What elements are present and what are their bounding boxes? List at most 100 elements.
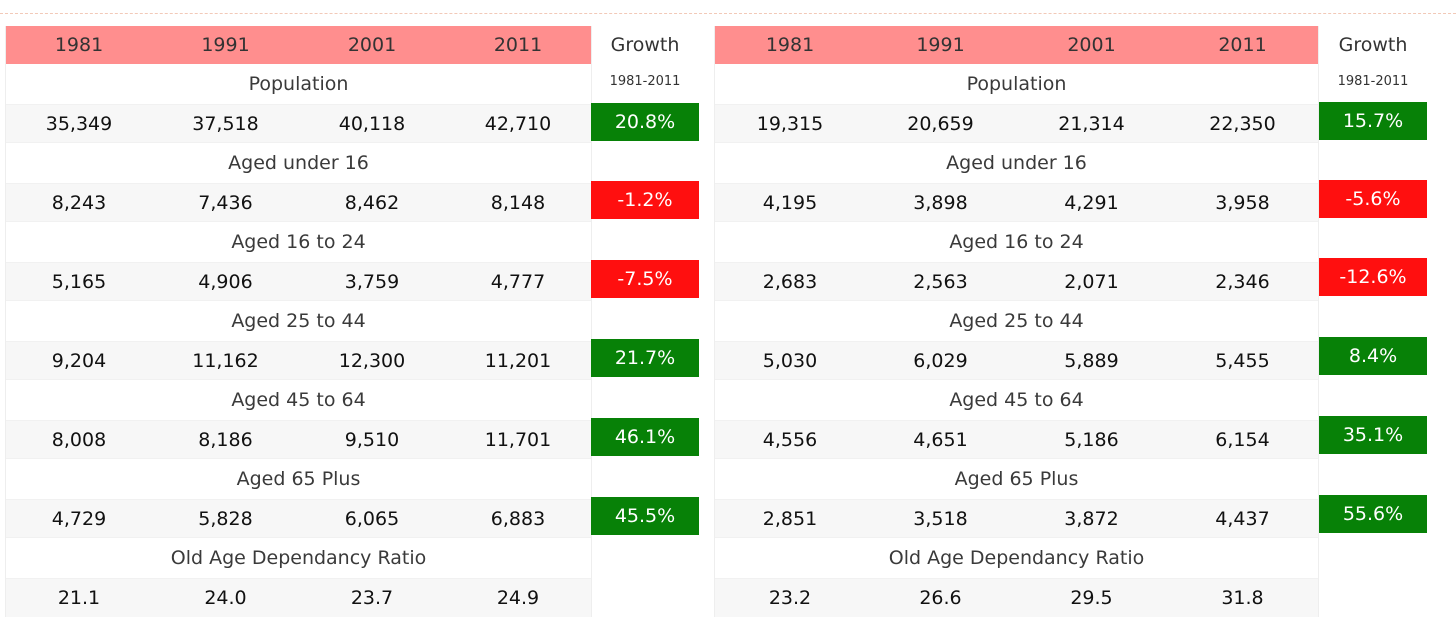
value-cell: 35,349 [45, 113, 113, 135]
year-header-cell: 2011 [1218, 34, 1267, 56]
value-cell: 3,898 [913, 192, 968, 214]
value-cell: 11,201 [484, 350, 552, 372]
row-label: Aged 65 Plus [6, 459, 591, 499]
growth-badge: 8.4% [1319, 337, 1427, 375]
table-row: 4,195 3,898 4,291 3,958 [715, 183, 1318, 222]
value-cell: 9,510 [344, 429, 400, 451]
row-label: Population [715, 64, 1318, 104]
table-row: 35,349 37,518 40,118 42,710 [6, 104, 591, 143]
growth-badge: 20.8% [591, 103, 699, 141]
top-divider [0, 13, 1456, 14]
value-cell: 12,300 [338, 350, 406, 372]
row-label: Aged 45 to 64 [715, 380, 1318, 420]
year-header-cell: 1991 [916, 34, 965, 56]
growth-badge: 55.6% [1319, 495, 1427, 533]
row-label: Aged 25 to 44 [715, 301, 1318, 341]
row-label: Aged 65 Plus [715, 459, 1318, 499]
growth-badge: 15.7% [1319, 102, 1427, 140]
row-label: Aged 45 to 64 [6, 380, 591, 420]
growth-badge: -12.6% [1319, 258, 1427, 296]
value-cell: 8,243 [51, 192, 107, 214]
value-cell: 4,291 [1064, 192, 1119, 214]
value-cell: 3,518 [913, 508, 968, 530]
value-cell: 21,314 [1058, 113, 1125, 135]
year-header-cell: 2011 [493, 34, 543, 56]
table-row: 23.2 26.6 29.5 31.8 [715, 578, 1318, 617]
value-cell: 5,186 [1064, 429, 1119, 451]
growth-badge: 46.1% [591, 418, 699, 456]
value-cell: 29.5 [1070, 587, 1113, 609]
growth-badge: 21.7% [591, 339, 699, 377]
value-cell: 9,204 [51, 350, 107, 372]
year-header-cell: 1991 [201, 34, 250, 56]
value-cell: 2,071 [1064, 271, 1119, 293]
row-label: Old Age Dependancy Ratio [715, 538, 1318, 578]
value-cell: 6,154 [1215, 429, 1270, 451]
growth-header: Growth [610, 34, 680, 56]
row-label: Aged 16 to 24 [6, 222, 591, 262]
table-row: 2,683 2,563 2,071 2,346 [715, 262, 1318, 301]
growth-period-label: 1981-2011 [1337, 74, 1409, 89]
value-cell: 2,563 [913, 271, 968, 293]
table-row: 5,165 4,906 3,759 4,777 [6, 262, 591, 301]
value-cell: 23.2 [768, 587, 812, 609]
growth-badge: -5.6% [1319, 180, 1427, 218]
value-cell: 26.6 [919, 587, 962, 609]
value-cell: 6,065 [344, 508, 400, 530]
growth-header: Growth [1338, 34, 1408, 56]
year-header-cell: 2001 [1067, 34, 1116, 56]
table-row: 5,030 6,029 5,889 5,455 [715, 341, 1318, 380]
row-label: Old Age Dependancy Ratio [6, 538, 591, 578]
table-row: 8,008 8,186 9,510 11,701 [6, 420, 591, 459]
value-cell: 4,729 [51, 508, 107, 530]
table-row: 19,315 20,659 21,314 22,350 [715, 104, 1318, 143]
value-cell: 3,872 [1064, 508, 1119, 530]
table-row: 2,851 3,518 3,872 4,437 [715, 499, 1318, 538]
year-header-row: 1981 1991 2001 2011 [715, 26, 1318, 64]
value-cell: 11,701 [484, 429, 552, 451]
value-cell: 42,710 [484, 113, 552, 135]
value-cell: 23.7 [350, 587, 394, 609]
value-cell: 3,759 [344, 271, 400, 293]
value-cell: 22,350 [1209, 113, 1276, 135]
value-cell: 21.1 [57, 587, 101, 609]
value-cell: 2,851 [762, 508, 818, 530]
table-row: 9,204 11,162 12,300 11,201 [6, 341, 591, 380]
value-cell: 8,462 [344, 192, 400, 214]
table-body: 1981 1991 2001 2011 Population 35,349 37,518 40… [5, 26, 592, 617]
growth-badge: -7.5% [591, 260, 699, 298]
value-cell: 5,455 [1215, 350, 1270, 372]
value-cell: 5,828 [198, 508, 253, 530]
value-cell: 2,346 [1215, 271, 1270, 293]
row-label: Aged under 16 [6, 143, 591, 183]
value-cell: 6,029 [913, 350, 968, 372]
value-cell: 5,889 [1064, 350, 1119, 372]
value-cell: 8,186 [198, 429, 253, 451]
value-cell: 40,118 [338, 113, 406, 135]
value-cell: 8,008 [51, 429, 107, 451]
table-body: 1981 1991 2001 2011 Population 19,315 20,659 21… [714, 26, 1319, 617]
value-cell: 4,651 [913, 429, 968, 451]
growth-badge: 45.5% [591, 497, 699, 535]
value-cell: 5,165 [51, 271, 107, 293]
table-row: 4,556 4,651 5,186 6,154 [715, 420, 1318, 459]
table-row: 8,243 7,436 8,462 8,148 [6, 183, 591, 222]
value-cell: 8,148 [490, 192, 546, 214]
value-cell: 3,958 [1215, 192, 1270, 214]
year-header-row: 1981 1991 2001 2011 [6, 26, 591, 64]
row-label: Aged under 16 [715, 143, 1318, 183]
table-row: 21.1 24.0 23.7 24.9 [6, 578, 591, 617]
value-cell: 11,162 [192, 350, 259, 372]
value-cell: 7,436 [198, 192, 253, 214]
growth-period-label: 1981-2011 [609, 74, 681, 89]
row-label: Population [6, 64, 591, 104]
value-cell: 24.0 [204, 587, 247, 609]
value-cell: 2,683 [762, 271, 818, 293]
value-cell: 19,315 [756, 113, 824, 135]
year-header-cell: 1981 [765, 34, 815, 56]
row-label: Aged 16 to 24 [715, 222, 1318, 262]
table-row: 4,729 5,828 6,065 6,883 [6, 499, 591, 538]
row-label: Aged 25 to 44 [6, 301, 591, 341]
value-cell: 20,659 [907, 113, 974, 135]
growth-badge: -1.2% [591, 181, 699, 219]
